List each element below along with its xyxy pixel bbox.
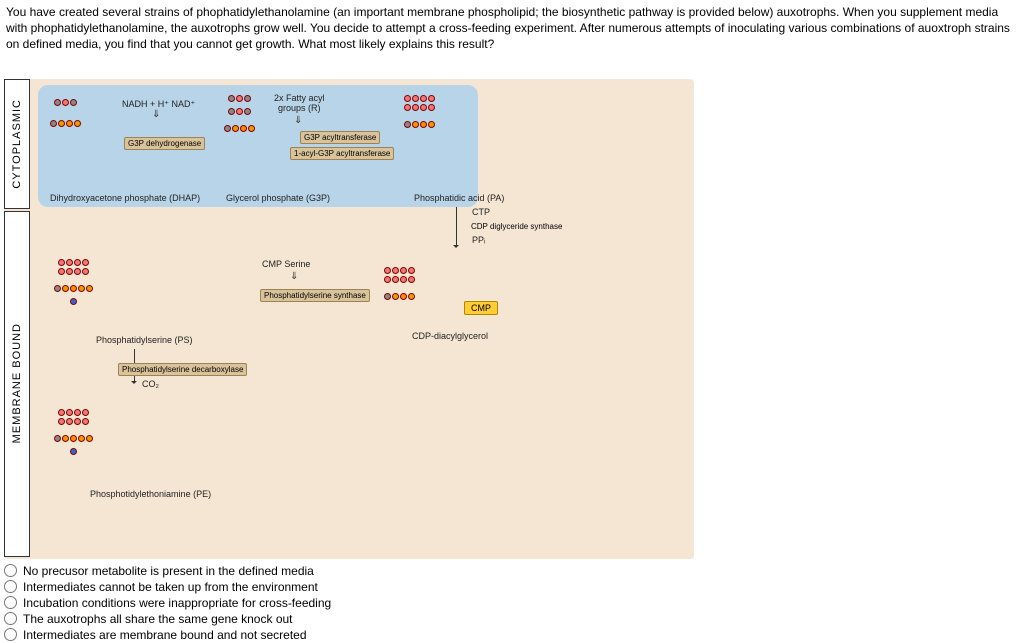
molecule-pa: [404, 95, 435, 128]
molecule-g3p: [224, 95, 255, 132]
enzyme-acyl2: 1-acyl-G3P acyltransferase: [290, 147, 394, 160]
enzyme-pssyn: Phosphatidylserine synthase: [260, 289, 370, 302]
enzyme-g3pdh: G3P dehydrogenase: [124, 137, 205, 150]
molecule-cdpdag: [384, 267, 415, 300]
label-pe: Phosphotidylethoniamine (PE): [90, 489, 211, 499]
enzyme-cdpsyn: CDP diglyceride synthase: [468, 221, 565, 232]
option-4[interactable]: The auxotrophs all share the same gene k…: [4, 611, 1024, 627]
option-5[interactable]: Intermediates are membrane bound and not…: [4, 627, 1024, 643]
rx-fatty: 2x Fatty acyl groups (R): [274, 93, 325, 113]
label-ps: Phosphatidylserine (PS): [96, 335, 193, 345]
option-2-label: Intermediates cannot be taken up from th…: [23, 580, 318, 594]
rx-ctp: CTP: [472, 207, 490, 217]
rx-co2: CO₂: [142, 379, 159, 389]
side-label-membrane: MEMBRANE BOUND: [4, 211, 30, 557]
side-label-mem-text: MEMBRANE BOUND: [11, 323, 23, 443]
option-3-radio[interactable]: [4, 596, 17, 609]
rx-ppi: PPᵢ: [472, 235, 485, 245]
rx-cmp-serine: CMP Serine: [262, 259, 310, 269]
option-3[interactable]: Incubation conditions were inappropriate…: [4, 595, 1024, 611]
option-4-radio[interactable]: [4, 612, 17, 625]
enzyme-acyl1: G3P acyltransferase: [300, 131, 380, 144]
molecule-pe: [54, 409, 93, 455]
label-g3p: Glycerol phosphate (G3P): [226, 193, 330, 203]
option-3-label: Incubation conditions were inappropriate…: [23, 596, 331, 610]
enzyme-psdec: Phosphatidylserine decarboxylase: [118, 363, 247, 376]
option-1-radio[interactable]: [4, 564, 17, 577]
pathway-diagram: CYTOPLASMIC MEMBRANE BOUND Dihydroxyacet…: [4, 79, 694, 559]
molecule-dhap: [50, 99, 81, 127]
molecule-ps: [54, 259, 93, 305]
cmp-tag: CMP: [464, 301, 498, 315]
option-1[interactable]: No precusor metabolite is present in the…: [4, 563, 1024, 579]
option-5-radio[interactable]: [4, 628, 17, 641]
label-cdpdag: CDP-diacylglycerol: [412, 331, 488, 341]
question-text: You have created several strains of phop…: [0, 0, 1024, 61]
option-2[interactable]: Intermediates cannot be taken up from th…: [4, 579, 1024, 595]
label-dhap: Dihydroxyacetone phosphate (DHAP): [50, 193, 200, 203]
side-label-cytoplasmic: CYTOPLASMIC: [4, 79, 30, 209]
answer-options: No precusor metabolite is present in the…: [4, 563, 1024, 643]
option-1-label: No precusor metabolite is present in the…: [23, 564, 314, 578]
side-label-cyto-text: CYTOPLASMIC: [11, 99, 23, 189]
option-5-label: Intermediates are membrane bound and not…: [23, 628, 307, 642]
option-4-label: The auxotrophs all share the same gene k…: [23, 612, 293, 626]
label-pa: Phosphatidic acid (PA): [414, 193, 504, 203]
option-2-radio[interactable]: [4, 580, 17, 593]
